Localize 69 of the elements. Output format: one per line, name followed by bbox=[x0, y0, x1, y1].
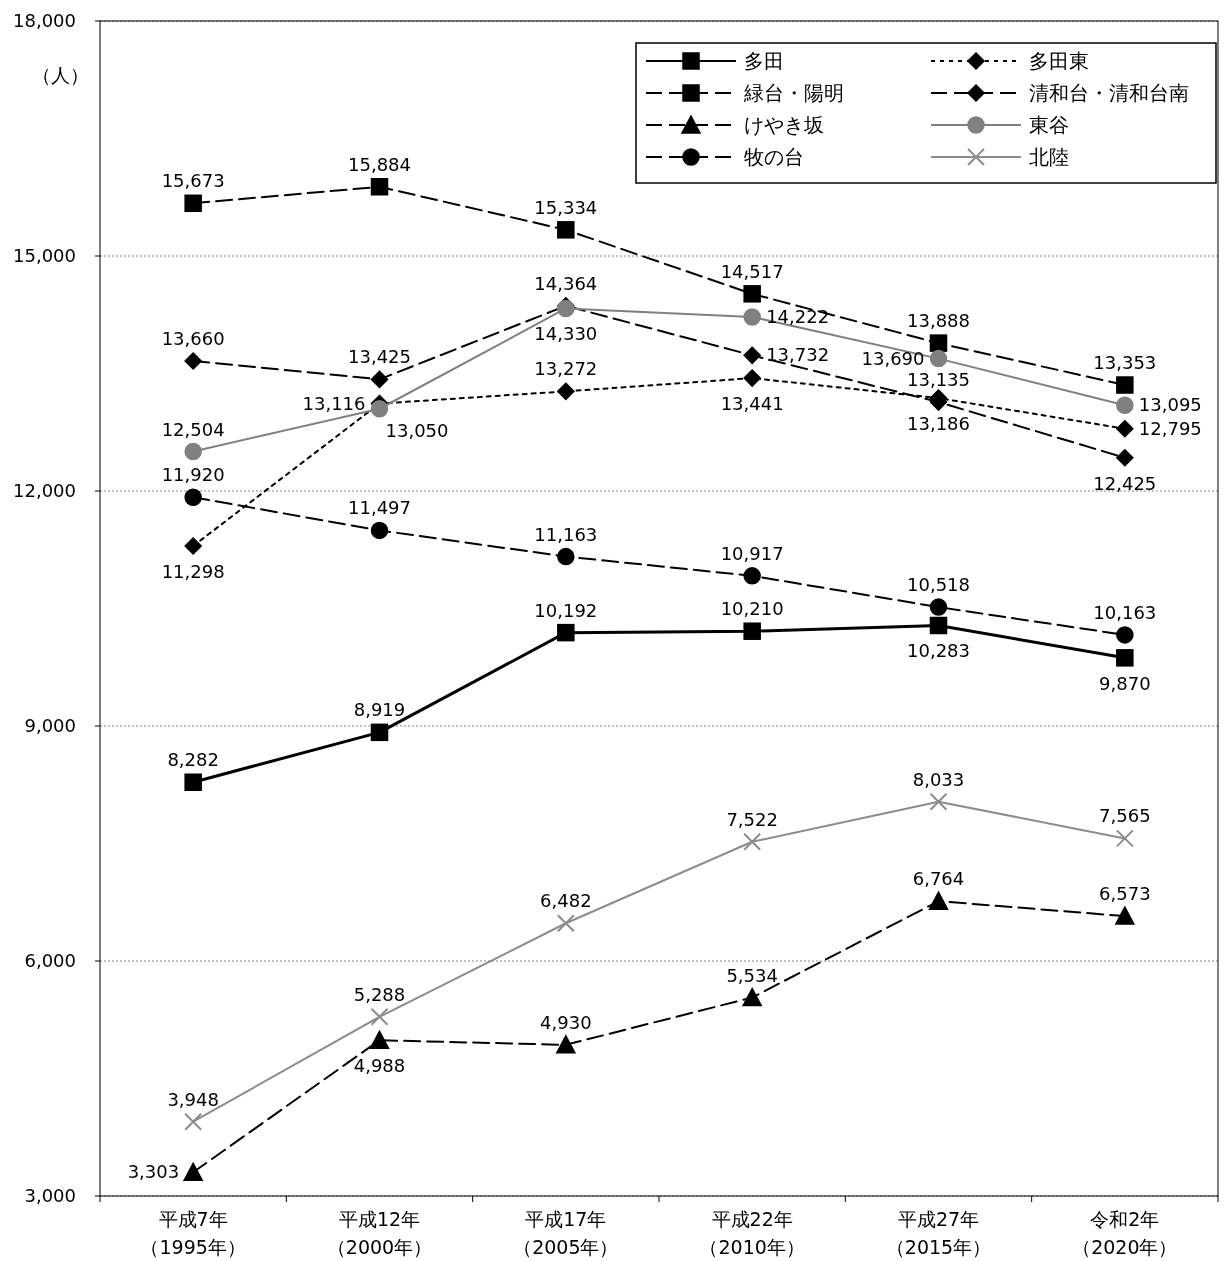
data-label: 12,504 bbox=[161, 418, 225, 440]
x-tick-label: 令和2年（2020年） bbox=[1072, 1208, 1178, 1258]
data-label: 15,673 bbox=[161, 170, 225, 192]
data-label: 13,425 bbox=[348, 346, 411, 368]
x-tick-label: 平成27年（2015年） bbox=[885, 1208, 992, 1258]
y-tick-label: 18,000 bbox=[13, 10, 76, 31]
data-label: 11,920 bbox=[161, 464, 225, 486]
legend-label: 緑台・陽明 bbox=[743, 81, 844, 105]
legend-label: 北陸 bbox=[1029, 145, 1069, 169]
data-label: 7,522 bbox=[726, 808, 778, 830]
y-tick-label: 9,000 bbox=[24, 715, 76, 736]
data-label: 15,884 bbox=[348, 153, 411, 175]
data-label: 13,116 bbox=[302, 392, 366, 414]
data-label: 12,425 bbox=[1093, 472, 1157, 494]
data-label: 10,210 bbox=[720, 598, 784, 620]
data-label: 13,732 bbox=[766, 344, 830, 366]
x-tick-label: 平成7年（1995年） bbox=[140, 1208, 246, 1258]
data-label: 13,050 bbox=[385, 419, 449, 441]
data-label: 9,870 bbox=[1099, 672, 1151, 694]
legend-label: 多田東 bbox=[1029, 49, 1089, 73]
data-label: 13,135 bbox=[907, 369, 970, 391]
x-tick-label: 平成22年（2010年） bbox=[699, 1208, 805, 1258]
data-label: 6,482 bbox=[540, 890, 592, 912]
data-label: 4,930 bbox=[540, 1011, 592, 1033]
data-label: 13,272 bbox=[534, 358, 598, 380]
data-label: 13,888 bbox=[907, 310, 970, 332]
data-label: 10,283 bbox=[907, 640, 970, 662]
data-label: 5,288 bbox=[353, 983, 406, 1005]
data-label: 14,517 bbox=[720, 260, 784, 282]
data-label: 14,222 bbox=[766, 305, 830, 327]
legend-label: 牧の台 bbox=[744, 145, 804, 169]
data-label: 13,690 bbox=[861, 347, 925, 369]
data-label: 3,948 bbox=[167, 1088, 219, 1110]
y-tick-label: 15,000 bbox=[13, 245, 76, 266]
data-label: 4,988 bbox=[353, 1055, 406, 1077]
legend-label: 清和台・清和台南 bbox=[1029, 81, 1189, 105]
x-tick-label: 平成17年（2005年） bbox=[513, 1208, 619, 1258]
data-label: 11,163 bbox=[534, 523, 598, 545]
y-axis-title: （人） bbox=[31, 64, 89, 86]
data-label: 13,660 bbox=[161, 327, 225, 349]
data-label: 6,764 bbox=[912, 868, 965, 890]
data-label: 12,795 bbox=[1138, 417, 1202, 439]
data-label: 11,298 bbox=[161, 560, 225, 582]
y-tick-label: 12,000 bbox=[13, 480, 76, 501]
data-label: 8,282 bbox=[167, 749, 219, 771]
data-label: 7,565 bbox=[1099, 805, 1151, 827]
y-tick-label: 3,000 bbox=[24, 1185, 76, 1206]
data-label: 11,497 bbox=[348, 497, 411, 519]
data-label: 10,192 bbox=[534, 599, 598, 621]
y-tick-label: 6,000 bbox=[24, 950, 76, 971]
data-label: 10,518 bbox=[907, 574, 970, 596]
data-label: 13,441 bbox=[720, 393, 784, 415]
data-label: 14,330 bbox=[534, 323, 598, 345]
data-label: 6,573 bbox=[1099, 883, 1151, 905]
data-label: 8,919 bbox=[353, 699, 406, 721]
legend-label: 多田 bbox=[744, 49, 784, 73]
data-label: 10,163 bbox=[1093, 601, 1157, 623]
data-label: 5,534 bbox=[726, 964, 778, 986]
legend-label: けやき坂 bbox=[744, 113, 824, 137]
data-label: 14,364 bbox=[534, 272, 598, 294]
data-label: 13,095 bbox=[1138, 394, 1202, 416]
data-label: 13,353 bbox=[1093, 352, 1157, 374]
data-label: 8,033 bbox=[912, 768, 965, 790]
legend-label: 東谷 bbox=[1029, 113, 1069, 137]
data-label: 10,917 bbox=[720, 542, 784, 564]
data-label: 3,303 bbox=[127, 1161, 180, 1183]
data-label: 15,334 bbox=[534, 196, 598, 218]
data-label: 13,186 bbox=[907, 413, 970, 435]
x-tick-label: 平成12年（2000年） bbox=[326, 1208, 433, 1258]
